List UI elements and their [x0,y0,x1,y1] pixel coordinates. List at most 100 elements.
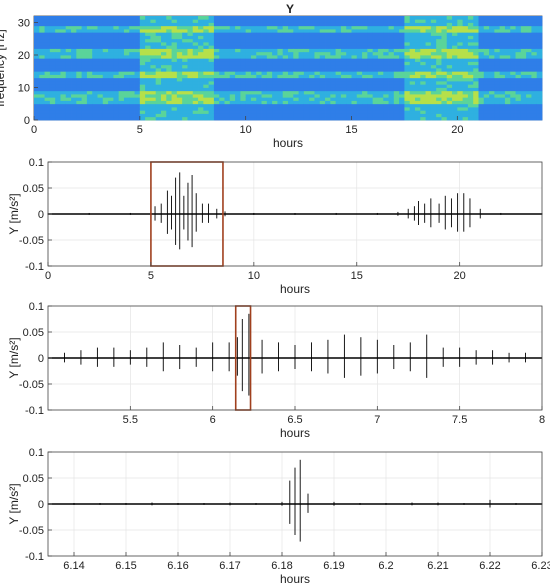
spectrogram-cell [436,68,442,72]
spectrogram-cell [489,107,495,111]
spectrogram-cell [224,58,231,62]
spectrogram-cell [139,90,146,95]
spectrogram-cell [309,48,315,53]
spectrogram-cell [383,100,389,105]
spectrogram-cell [393,19,400,23]
spectrogram-cell [118,90,125,95]
spectrogram-cell [420,25,426,30]
spectrogram-cell [65,29,72,33]
spectrogram-cell [409,71,416,75]
spectrogram-cell [478,74,485,79]
spectrogram-cell [367,94,374,98]
spectrogram-cell [473,22,479,27]
spectrogram-cell [483,113,490,118]
spectrogram-cell [282,116,289,121]
spectrogram-cell [245,103,252,108]
spectrogram-cell [134,110,141,114]
spectrogram-cell [182,100,188,105]
spectrogram-cell [467,58,474,62]
spectrogram-cell [425,97,432,101]
spectrogram-cell [441,81,448,85]
spectrogram-cell [49,55,56,59]
spectrogram-cell [478,113,485,118]
spectrogram-cell [166,42,172,46]
spectrogram-cell [129,61,135,66]
spectrogram-cell [404,22,411,27]
spectrogram-cell [526,116,532,121]
spectrogram-cell [314,74,321,79]
spectrogram-cell [420,16,426,20]
spectrogram-cell [65,19,72,23]
spectrogram-cell [81,58,88,62]
spectrogram-cell [409,90,416,95]
spectrogram-cell [494,45,501,49]
spectrogram-cell [203,32,210,36]
spectrogram-cell [483,107,490,111]
spectrogram-cell [441,35,448,40]
spectrogram-cell [409,107,416,111]
spectrogram-cell [489,48,495,53]
spectrogram-cell [261,110,268,114]
spectrogram-cell [446,42,453,46]
spectrogram-cell [462,45,469,49]
spectrogram-cell [113,58,120,62]
spectrogram-cell [49,38,56,43]
spectrogram-cell [356,25,363,30]
spectrogram-cell [240,97,247,101]
spectrogram-cell [60,116,67,121]
spectrogram-cell [145,74,151,79]
spectrogram-cell [309,61,315,66]
spectrogram-cell [282,81,289,85]
spectrogram-cell [266,58,273,62]
spectrogram-cell [208,22,215,27]
spectrogram-cell [467,64,474,69]
spectrogram-cell [261,103,268,108]
spectrogram-cell [430,29,437,33]
spectrogram-cell [229,81,236,85]
spectrogram-cell [155,22,162,27]
spectrogram-cell [462,19,469,23]
spectrogram-cell [34,84,40,88]
spectrogram-cell [335,100,342,105]
spectrogram-cell [39,87,45,92]
spectrogram-cell [499,97,506,101]
spectrogram-cell [420,77,426,82]
spectrogram-cell [319,29,326,33]
spectrogram-cell [118,77,125,82]
spectrogram-cell [123,74,130,79]
spectrogram-cell [293,100,299,105]
spectrogram-cell [330,55,337,59]
spectrogram-cell [65,38,72,43]
spectrogram-cell [161,107,167,111]
spectrogram-cell [272,29,278,33]
spectrogram-cell [55,58,61,62]
spectrogram-cell [388,51,395,56]
spectrogram-cell [404,68,411,72]
spectrogram-cell [430,55,437,59]
spectrogram-cell [261,87,268,92]
spectrogram-cell [261,97,268,101]
spectrogram-cell [150,84,157,88]
spectrogram-cell [520,51,527,56]
spectrogram-cell [520,35,527,40]
spectrogram-cell [489,58,495,62]
spectrogram-cell [494,61,501,66]
spectrogram-cell [452,90,458,95]
spectrogram-cell [293,61,299,66]
spectrogram-cell [245,48,252,53]
spectrogram-cell [325,107,331,111]
spectrogram-cell [235,94,241,98]
spectrogram-cell [113,45,120,49]
spectrogram-cell [404,61,411,66]
x-tick-label: 7.5 [452,414,467,426]
spectrogram-cell [219,90,225,95]
spectrogram-cell [81,107,88,111]
spectrogram-cell [325,100,331,105]
spectrogram-cell [499,32,506,36]
spectrogram-cell [420,94,426,98]
spectrogram-cell [55,68,61,72]
spectrogram-cell [155,84,162,88]
spectrogram-cell [462,113,469,118]
spectrogram-cell [303,100,310,105]
spectrogram-cell [499,42,506,46]
